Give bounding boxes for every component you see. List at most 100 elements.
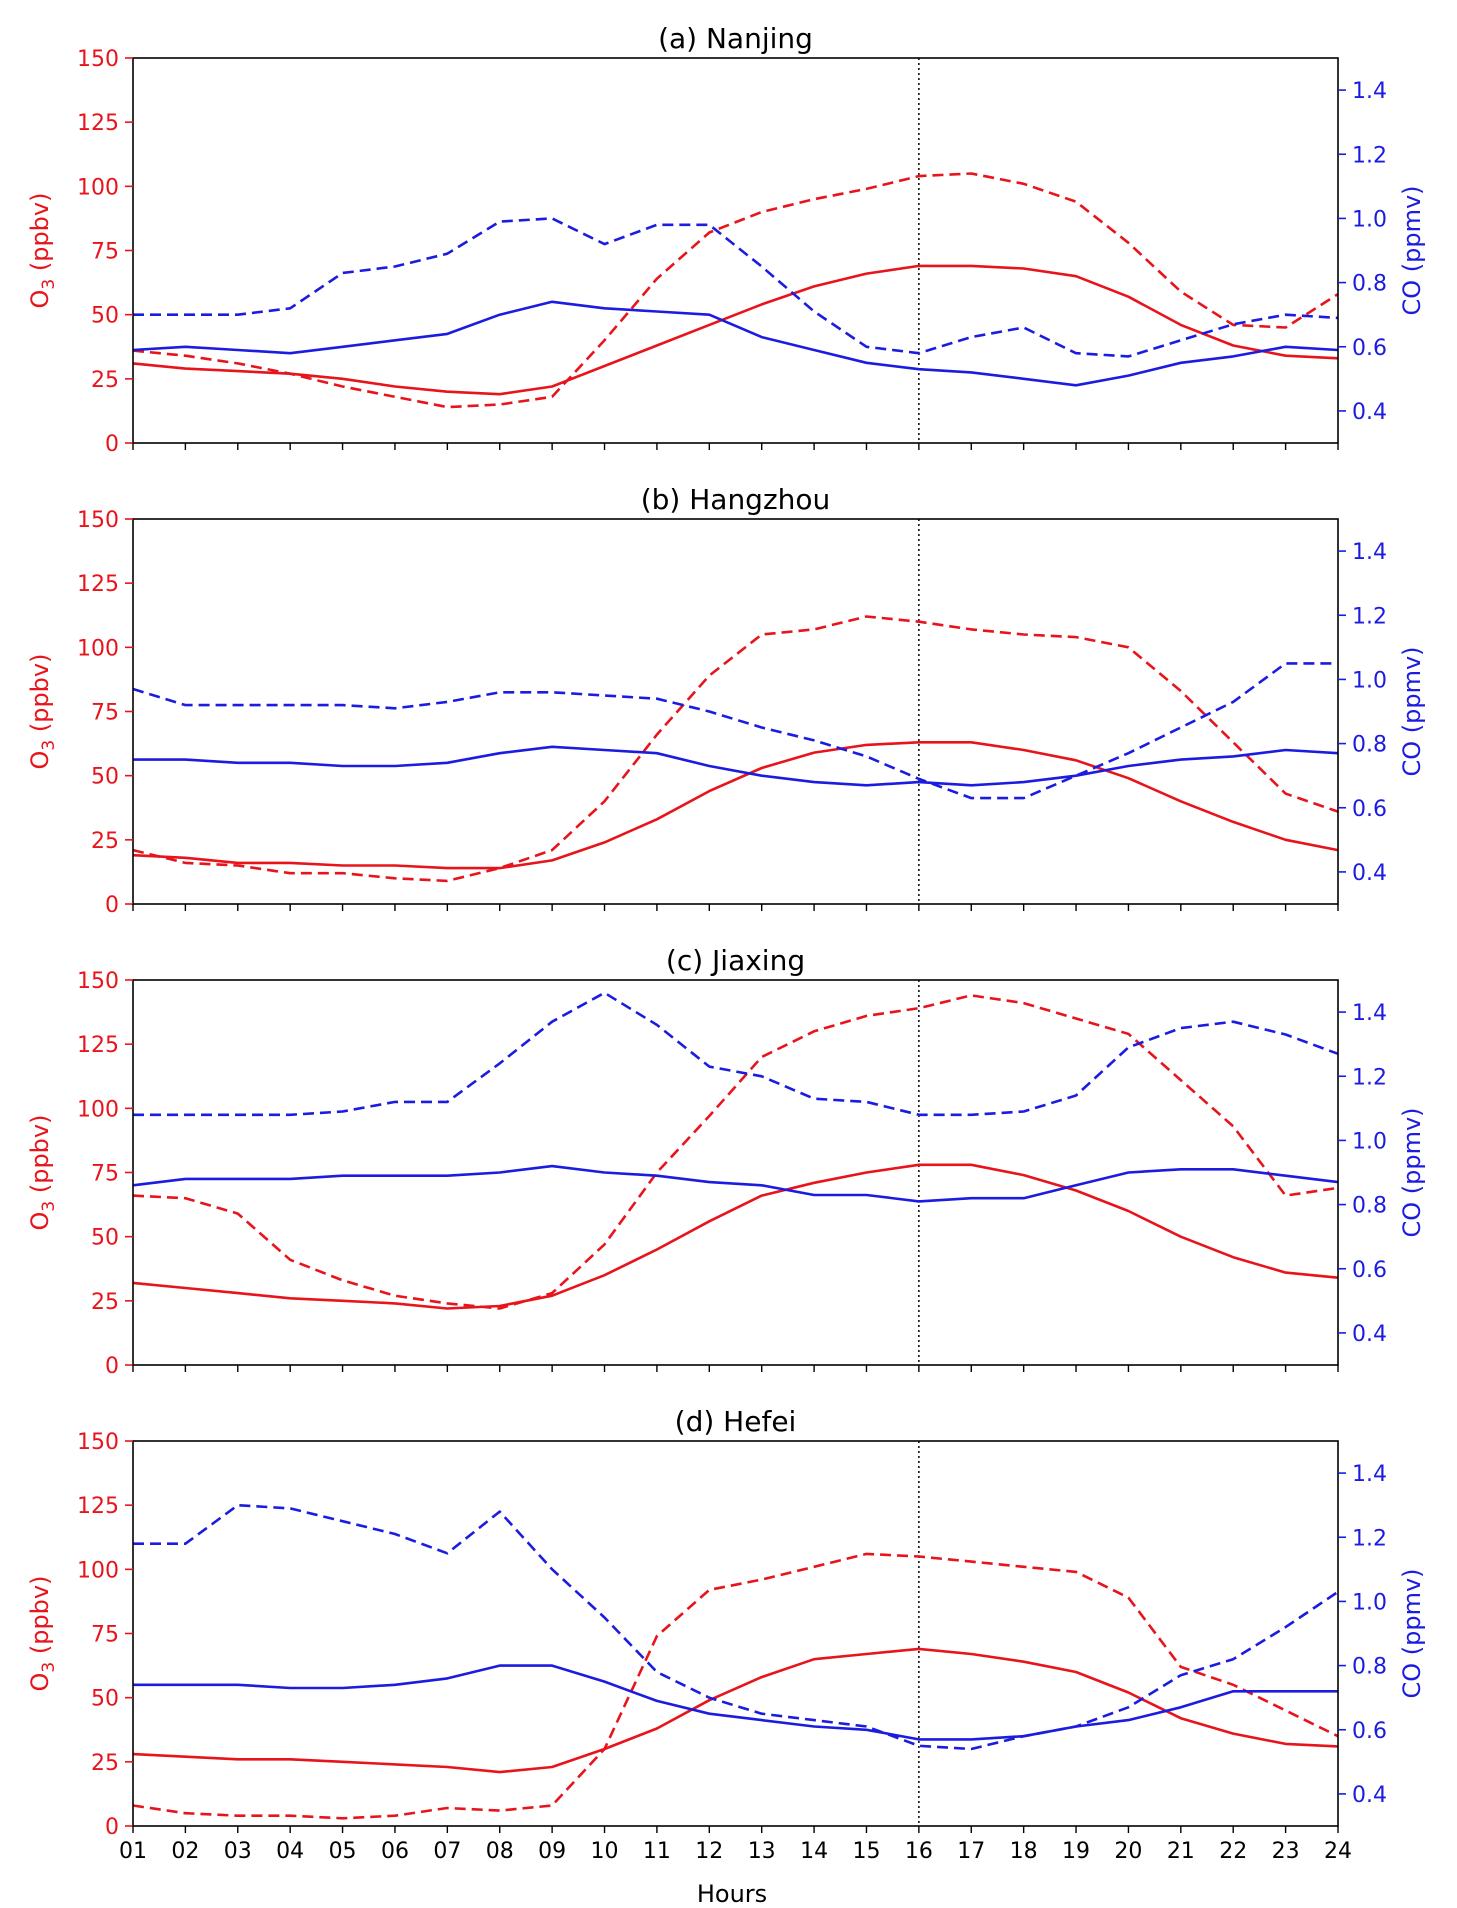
o3-dashed-line — [132, 1552, 1339, 1820]
o3-tick-label: 0 — [105, 893, 119, 918]
panel-1: (a) Nanjing 0 25 50 75 100 125 150 0.4 0.6 0.8 1.0 1… — [26, 22, 1426, 457]
co-tick-label: 0.8 — [1352, 733, 1387, 758]
co-dashed-line — [132, 662, 1338, 800]
panel-title: (a) Nanjing — [658, 22, 813, 55]
x-tick-label: 03 — [224, 1839, 252, 1864]
panel-4: (d) Hefei 0 25 50 75 100 125 150 0.4 0.6 0.8 1.0 1.2… — [26, 1405, 1426, 1864]
co-dashed-line — [133, 991, 1339, 1117]
co-tick-label: 1.4 — [1352, 1001, 1387, 1026]
x-tick-label: 08 — [486, 1839, 514, 1864]
o3-dashed-line — [132, 994, 1339, 1310]
co-tick-label: 0.6 — [1352, 1719, 1387, 1744]
o3-solid-line — [132, 264, 1339, 396]
x-tick-label: 06 — [381, 1839, 409, 1864]
plot-frame — [132, 518, 1339, 905]
panel-title: (d) Hefei — [675, 1405, 797, 1438]
o3-axis-label: O3 (ppbv) — [26, 1576, 59, 1692]
x-tick-label: 01 — [119, 1839, 147, 1864]
co-dashed-line — [133, 217, 1339, 358]
panel-2: (b) Hangzhou 0 25 50 75 100 125 150 0.4 0.6 0.8 1.0… — [26, 483, 1426, 918]
x-tick-label: 14 — [800, 1839, 828, 1864]
co-tick-label: 0.4 — [1352, 400, 1387, 425]
panel-title: (b) Hangzhou — [641, 483, 831, 516]
co-tick-label: 0.6 — [1352, 1258, 1387, 1283]
co-tick-label: 1.2 — [1352, 1526, 1387, 1551]
o3-tick-label: 75 — [91, 1162, 119, 1187]
x-tick-label: 07 — [433, 1839, 461, 1864]
o3-tick-label: 150 — [77, 508, 119, 533]
x-tick-label: 22 — [1219, 1839, 1247, 1864]
plot-frame — [132, 57, 1339, 444]
x-tick-label: 04 — [276, 1839, 304, 1864]
o3-tick-label: 75 — [91, 701, 119, 726]
co-tick-label: 0.4 — [1352, 1322, 1387, 1347]
o3-tick-label: 100 — [77, 1097, 119, 1122]
co-axis-label: CO (ppmv) — [1398, 185, 1426, 315]
co-axis-label: CO (ppmv) — [1398, 1107, 1426, 1237]
o3-tick-label: 100 — [77, 636, 119, 661]
x-tick-label: 20 — [1114, 1839, 1142, 1864]
o3-axis-label: O3 (ppbv) — [26, 1115, 59, 1231]
co-solid-line — [133, 745, 1339, 787]
co-tick-label: 0.4 — [1352, 861, 1387, 886]
co-dashed-line — [133, 1503, 1339, 1751]
o3-tick-label: 25 — [91, 368, 119, 393]
co-tick-label: 1.2 — [1352, 143, 1387, 168]
o3-tick-label: 0 — [105, 432, 119, 457]
x-tick-label: 02 — [171, 1839, 199, 1864]
co-tick-label: 1.4 — [1352, 79, 1387, 104]
o3-tick-label: 50 — [91, 765, 119, 790]
o3-dashed-line — [132, 172, 1339, 409]
co-axis-label: CO (ppmv) — [1398, 646, 1426, 776]
co-tick-label: 1.2 — [1352, 1065, 1387, 1090]
o3-dashed-line — [132, 615, 1339, 883]
o3-tick-label: 25 — [91, 1751, 119, 1776]
x-tick-label: 18 — [1010, 1839, 1038, 1864]
o3-tick-label: 150 — [77, 47, 119, 72]
co-tick-label: 0.8 — [1352, 272, 1387, 297]
x-tick-label: 15 — [852, 1839, 880, 1864]
o3-solid-line — [132, 740, 1339, 870]
co-solid-line — [132, 300, 1339, 387]
o3-axis-label: O3 (ppbv) — [26, 193, 59, 309]
x-tick-label: 21 — [1167, 1839, 1195, 1864]
o3-axis-label: O3 (ppbv) — [26, 654, 59, 770]
o3-tick-label: 100 — [77, 175, 119, 200]
co-tick-label: 0.6 — [1352, 797, 1387, 822]
x-tick-label: 13 — [748, 1839, 776, 1864]
panel-title: (c) Jiaxing — [666, 944, 805, 977]
o3-solid-line — [132, 1163, 1339, 1310]
o3-tick-label: 75 — [91, 240, 119, 265]
o3-tick-label: 125 — [77, 111, 119, 136]
co-tick-label: 1.0 — [1352, 1129, 1387, 1154]
plot-frame — [132, 1440, 1339, 1827]
x-tick-label: 24 — [1324, 1839, 1352, 1864]
x-tick-label: 23 — [1272, 1839, 1300, 1864]
x-tick-label: 11 — [643, 1839, 671, 1864]
x-axis-label: Hours — [697, 1880, 767, 1908]
o3-tick-label: 50 — [91, 304, 119, 329]
o3-tick-label: 150 — [77, 1430, 119, 1455]
o3-tick-label: 50 — [91, 1687, 119, 1712]
o3-tick-label: 125 — [77, 1494, 119, 1519]
co-tick-label: 1.0 — [1352, 207, 1387, 232]
o3-solid-line — [132, 1647, 1339, 1774]
x-tick-label: 09 — [538, 1839, 566, 1864]
co-solid-line — [133, 1664, 1338, 1741]
x-tick-label: 16 — [905, 1839, 933, 1864]
co-tick-label: 0.8 — [1352, 1194, 1387, 1219]
co-tick-label: 0.4 — [1352, 1783, 1387, 1808]
o3-tick-label: 75 — [91, 1623, 119, 1648]
x-tick-label: 05 — [329, 1839, 357, 1864]
x-tick-label: 19 — [1062, 1839, 1090, 1864]
co-tick-label: 0.8 — [1352, 1655, 1387, 1680]
o3-tick-label: 150 — [77, 969, 119, 994]
panel-3: (c) Jiaxing 0 25 50 75 100 125 150 0.4 0.6 0.8 1.0 1… — [26, 944, 1426, 1379]
o3-tick-label: 125 — [77, 1033, 119, 1058]
co-tick-label: 1.4 — [1352, 1462, 1387, 1487]
x-tick-label: 17 — [957, 1839, 985, 1864]
co-tick-label: 1.0 — [1352, 668, 1387, 693]
o3-tick-label: 0 — [105, 1815, 119, 1840]
o3-tick-label: 125 — [77, 572, 119, 597]
